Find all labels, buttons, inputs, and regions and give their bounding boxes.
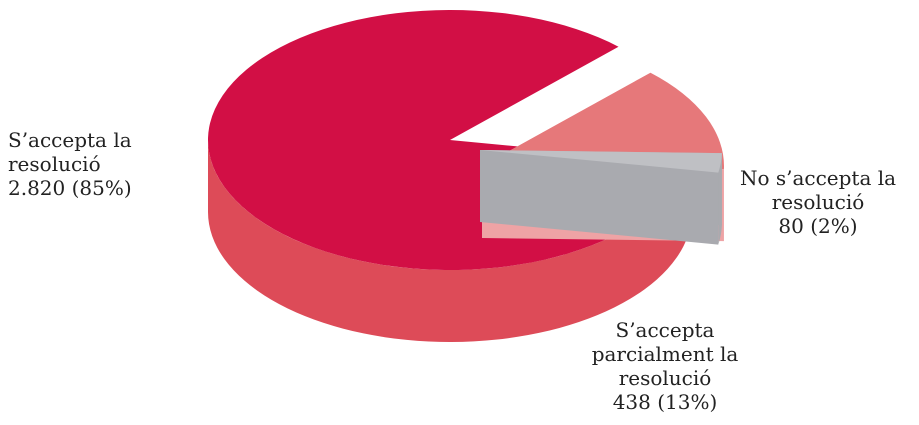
slice-value-not-accepted: 80 (2%) [778,214,858,238]
slice-value-partially-accepted: 438 (13%) [612,390,718,414]
pie-slices [207,9,724,342]
slice-label-accepted: S’accepta la resolució 2.820 (85%) [8,128,132,200]
slice-label-partially-accepted: S’accepta parcialment la resolució 438 (… [570,318,760,414]
slice-value-accepted: 2.820 (85%) [8,176,132,200]
slice-not-accepted [480,150,722,245]
slice-label-not-accepted: No s’accepta la resolució 80 (2%) [720,166,916,238]
